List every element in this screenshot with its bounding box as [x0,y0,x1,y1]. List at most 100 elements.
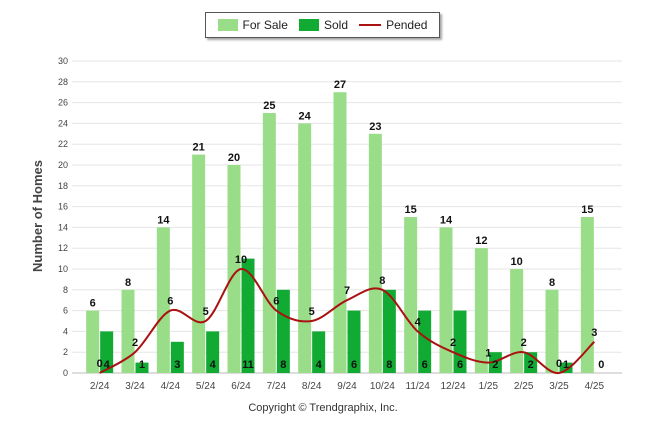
y-tick-label-13: 26 [58,98,68,108]
bar-for-sale-7 [333,92,347,373]
legend-item-sold[interactable]: Sold [298,18,348,32]
label-for-sale-3: 21 [193,142,205,154]
label-sold-7: 6 [351,359,357,371]
label-pended-2: 6 [167,296,173,308]
y-tick-label-0: 0 [63,368,68,378]
label-pended-9: 4 [415,316,422,328]
y-tick-label-6: 12 [58,243,68,253]
y-tick-label-2: 4 [63,326,68,336]
x-tick-label-7: 9/24 [337,381,357,392]
bar-sold-1 [135,362,149,373]
bar-sold-13 [559,362,573,373]
bar-sold-7 [347,310,361,373]
bar-sold-2 [170,341,184,373]
label-sold-8: 8 [386,359,392,371]
for-sale-swatch-icon [217,19,238,31]
x-tick-label-11: 1/25 [479,381,499,392]
pended-line-icon [359,24,382,26]
pended-line-group [99,268,596,375]
label-pended-13: 0 [556,358,562,370]
sold-swatch-icon [298,19,319,31]
y-tick-label-5: 10 [58,264,68,274]
label-for-sale-10: 14 [440,214,453,226]
bar-sold-0 [100,331,114,373]
x-axis-ticks: 2/24 3/24 4/24 5/24 6/24 7/24 8/24 9/24 10/24 11/… [90,381,605,392]
bar-sold-8 [382,289,396,373]
bar-for-sale-0 [86,310,100,373]
pended-line [99,268,596,375]
label-pended-11: 1 [485,348,491,360]
bar-for-sale-6 [298,123,312,374]
label-sold-3: 4 [210,359,217,371]
bar-for-sale-9 [404,217,418,373]
legend-item-pended[interactable]: Pended [359,18,427,32]
label-sold-2: 3 [174,359,180,371]
x-tick-label-8: 10/24 [370,381,395,392]
x-tick-label-10: 12/24 [440,381,465,392]
label-for-sale-9: 15 [405,204,417,216]
label-sold-14: 0 [598,359,604,371]
label-pended-12: 2 [521,337,527,349]
x-tick-label-9: 11/24 [406,381,431,392]
bar-for-sale-2 [156,227,170,373]
bar-for-sale-12 [510,269,524,373]
label-for-sale-14: 15 [581,204,593,216]
y-tick-label-4: 8 [63,285,68,295]
y-axis-label: Number of Homes [30,160,45,272]
bar-for-sale-1 [121,289,135,373]
label-sold-0: 4 [104,359,111,371]
label-sold-13: 1 [563,359,569,371]
label-pended-10: 2 [450,337,456,349]
label-pended-1: 2 [132,337,138,349]
y-tick-label-12: 24 [58,118,68,128]
label-pended-0: 0 [97,358,103,370]
label-pended-8: 8 [379,275,385,287]
label-sold-11: 2 [492,359,498,371]
x-tick-label-2: 4/24 [161,381,181,392]
label-for-sale-1: 8 [125,277,131,289]
bar-for-sale-3 [192,154,206,373]
legend-label-pended: Pended [386,18,428,32]
bar-for-sale-14 [580,217,594,373]
x-tick-label-4: 6/24 [231,381,251,392]
y-tick-label-10: 20 [58,160,68,170]
label-pended-5: 6 [273,296,279,308]
x-tick-label-14: 4/25 [585,381,605,392]
label-for-sale-7: 27 [334,79,346,91]
bar-sold-4 [241,258,255,373]
x-tick-label-12: 2/25 [514,381,534,392]
y-tick-label-8: 16 [58,202,68,212]
label-for-sale-13: 8 [549,277,555,289]
label-pended-14: 3 [591,327,597,339]
y-tick-label-3: 6 [63,306,68,316]
y-tick-label-7: 14 [58,222,68,232]
x-tick-label-6: 8/24 [302,381,322,392]
bar-sold-3 [206,331,220,373]
label-pended-6: 5 [309,306,315,318]
bars [86,92,594,374]
data-labels: 6481143214201125824427623815614612210281… [90,79,605,371]
y-tick-label-15: 30 [58,56,68,66]
label-sold-6: 4 [316,359,323,371]
legend-label-for-sale: For Sale [242,18,288,32]
bar-for-sale-4 [227,165,241,373]
label-for-sale-6: 24 [299,110,312,122]
bar-for-sale-13 [545,289,559,373]
label-for-sale-4: 20 [228,152,240,164]
bar-sold-11 [488,352,502,373]
label-sold-5: 8 [280,359,286,371]
label-sold-4: 11 [242,359,254,371]
x-tick-label-13: 3/25 [549,381,569,392]
bar-sold-9 [418,310,432,373]
y-tick-label-11: 22 [58,139,68,149]
legend-item-for-sale[interactable]: For Sale [217,18,288,32]
label-pended-3: 5 [203,306,209,318]
legend-label-sold: Sold [323,18,348,32]
y-tick-label-14: 28 [58,77,68,87]
label-for-sale-12: 10 [511,256,523,268]
label-for-sale-11: 12 [475,235,487,247]
copyright-text: Copyright © Trendgraphix, Inc. [248,402,398,414]
x-tick-label-1: 3/24 [125,381,145,392]
label-sold-9: 6 [422,359,428,371]
